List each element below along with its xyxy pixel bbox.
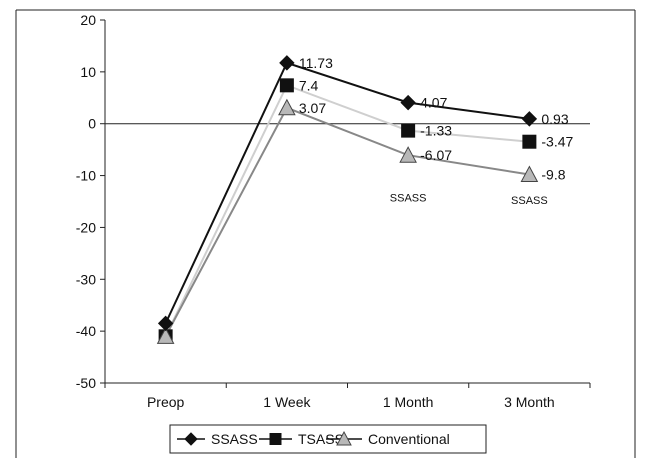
ssass-marker: [521, 111, 538, 127]
data-label: -6.07: [420, 147, 452, 163]
ssass-marker: [279, 55, 295, 71]
conventional-marker: [156, 327, 175, 344]
series-markers: [156, 55, 539, 344]
conventional-marker: [520, 165, 539, 183]
y-axis: 20 10 0 -10 -20 -30 -40 -50: [76, 12, 106, 391]
annotations: SSASS SSASS: [390, 193, 548, 208]
y-tick-label: 10: [80, 64, 96, 80]
tsass-marker: [522, 134, 537, 149]
annotation-label: SSASS: [511, 195, 548, 207]
y-tick-label: -10: [76, 168, 96, 184]
ssass-marker: [400, 94, 416, 111]
legend-ssass-marker: [184, 432, 198, 446]
y-tick-label: -20: [76, 219, 96, 235]
x-axis: Preop 1 Week 1 Month 3 Month: [104, 123, 591, 410]
y-tick-label: 20: [80, 12, 96, 28]
legend: SSASS TSASS Conventional: [169, 424, 487, 454]
data-label: 4.07: [420, 95, 447, 111]
series-line-tsass: [164, 84, 530, 337]
data-labels: 11.73 4.07 0.93 7.4 -1.33 -3.47 3.07 -6.07 -9.8: [299, 55, 574, 183]
data-label: -3.47: [541, 134, 573, 150]
data-label: 11.73: [299, 55, 333, 71]
x-tick-label: 1 Month: [383, 394, 434, 410]
data-label: 0.93: [541, 111, 568, 127]
chart-frame: [15, 9, 636, 458]
legend-conventional-marker: [336, 430, 352, 446]
series-line-conventional: [164, 106, 530, 337]
tsass-marker: [401, 123, 416, 138]
data-label: -1.33: [420, 123, 452, 139]
legend-tsass-marker: [269, 433, 282, 445]
tsass-marker: [279, 78, 294, 93]
ssass-marker: [157, 315, 174, 332]
conventional-marker: [399, 146, 417, 163]
legend-label: SSASS: [211, 431, 258, 447]
data-label: -9.8: [541, 167, 565, 183]
series-lines: [164, 61, 530, 337]
series-line-ssass: [164, 61, 530, 324]
y-tick-label: -30: [76, 271, 96, 287]
y-tick-label: -40: [76, 323, 96, 339]
y-tick-label: 0: [88, 116, 96, 132]
annotation-label: SSASS: [390, 193, 427, 205]
y-tick-label: -50: [76, 375, 96, 391]
legend-label: TSASS: [298, 431, 344, 447]
x-tick-label: 3 Month: [504, 394, 555, 410]
conventional-marker: [278, 98, 296, 116]
x-tick-label: Preop: [147, 394, 185, 410]
data-label: 7.4: [299, 77, 319, 93]
legend-label: Conventional: [368, 431, 450, 447]
x-tick-label: 1 Week: [263, 394, 311, 410]
data-label: 3.07: [299, 100, 326, 116]
